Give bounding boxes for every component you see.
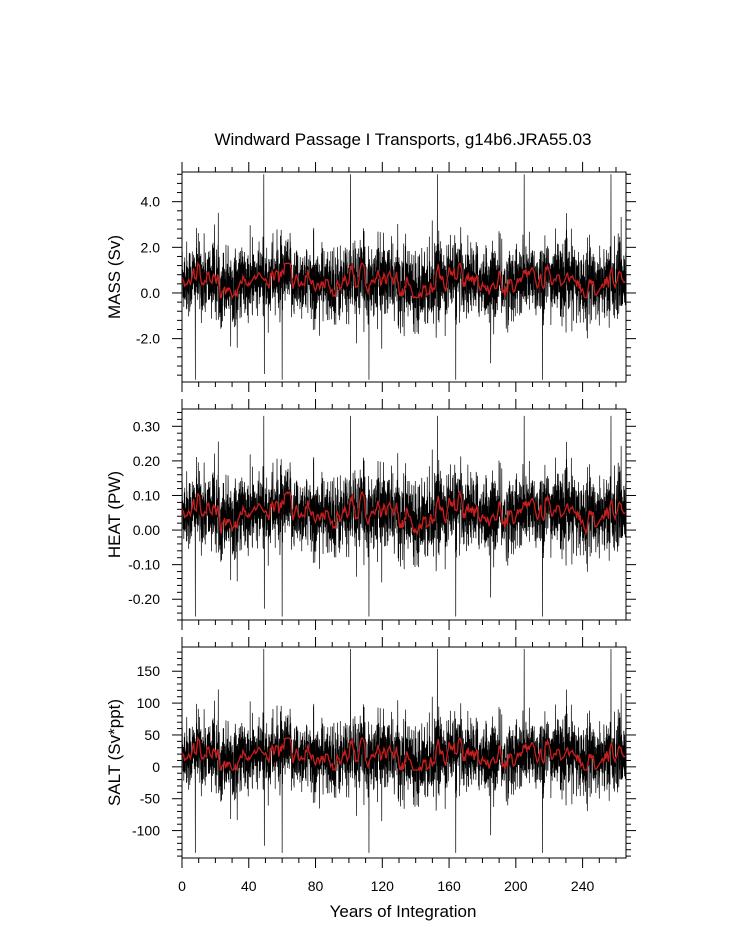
- y-tick-label: -50: [140, 791, 160, 807]
- y-axis-label: SALT (Sv*ppt): [105, 699, 124, 806]
- y-tick-label: -0.20: [128, 591, 160, 607]
- x-tick-label: 0: [178, 878, 186, 894]
- y-tick-label: 4.0: [141, 194, 161, 210]
- plot-frame-mass: [181, 171, 627, 383]
- y-tick-label: 0: [152, 759, 160, 775]
- x-tick-label: 80: [308, 878, 324, 894]
- x-tick-label: 120: [371, 878, 395, 894]
- chart-title: Windward Passage I Transports, g14b6.JRA…: [214, 130, 591, 149]
- panels-group: -2.0 0.0 2.0 4.0 MASS (Sv) -0.20 -0.10 0.00 0.10…: [105, 162, 636, 894]
- smoothed-series-line-mass: [182, 261, 626, 300]
- y-tick-label: 100: [137, 695, 161, 711]
- y-axis-label: HEAT (PW): [105, 471, 124, 558]
- y-tick-label: 0.10: [133, 487, 160, 503]
- raw-series-line-heat: [182, 415, 626, 617]
- x-tick-label: 40: [241, 878, 257, 894]
- smoothed-series-line-salt: [182, 735, 626, 773]
- x-axis-label: Years of Integration: [330, 902, 477, 921]
- plot-frame-salt: [181, 646, 627, 859]
- raw-series-line-mass: [182, 174, 626, 380]
- x-tick-label: 160: [437, 878, 461, 894]
- y-tick-label: 150: [137, 663, 161, 679]
- y-tick-label: 0.0: [141, 285, 161, 301]
- x-tick-label: 240: [571, 878, 595, 894]
- y-tick-label: 0.00: [133, 522, 160, 538]
- panel-heat: -0.20 -0.10 0.00 0.10 0.20 0.30 HEAT (PW): [105, 399, 636, 630]
- y-tick-label: -2.0: [136, 331, 160, 347]
- y-tick-label: 50: [144, 727, 160, 743]
- y-tick-label: -100: [132, 823, 160, 839]
- panel-salt: -100 -50 0 50 100 150 SALT (Sv*ppt) 0 40 80 120 160…: [105, 637, 636, 894]
- raw-series-line-salt: [182, 648, 626, 853]
- x-tick-label: 200: [504, 878, 528, 894]
- y-axis-label: MASS (Sv): [105, 235, 124, 319]
- y-tick-label: -0.10: [128, 557, 160, 573]
- y-tick-label: 0.20: [133, 453, 160, 469]
- plot-frame-heat: [181, 408, 627, 621]
- y-tick-label: 2.0: [141, 239, 161, 255]
- panel-mass: -2.0 0.0 2.0 4.0 MASS (Sv): [105, 162, 636, 392]
- y-tick-label: 0.30: [133, 418, 160, 434]
- smoothed-series-line-heat: [182, 489, 626, 537]
